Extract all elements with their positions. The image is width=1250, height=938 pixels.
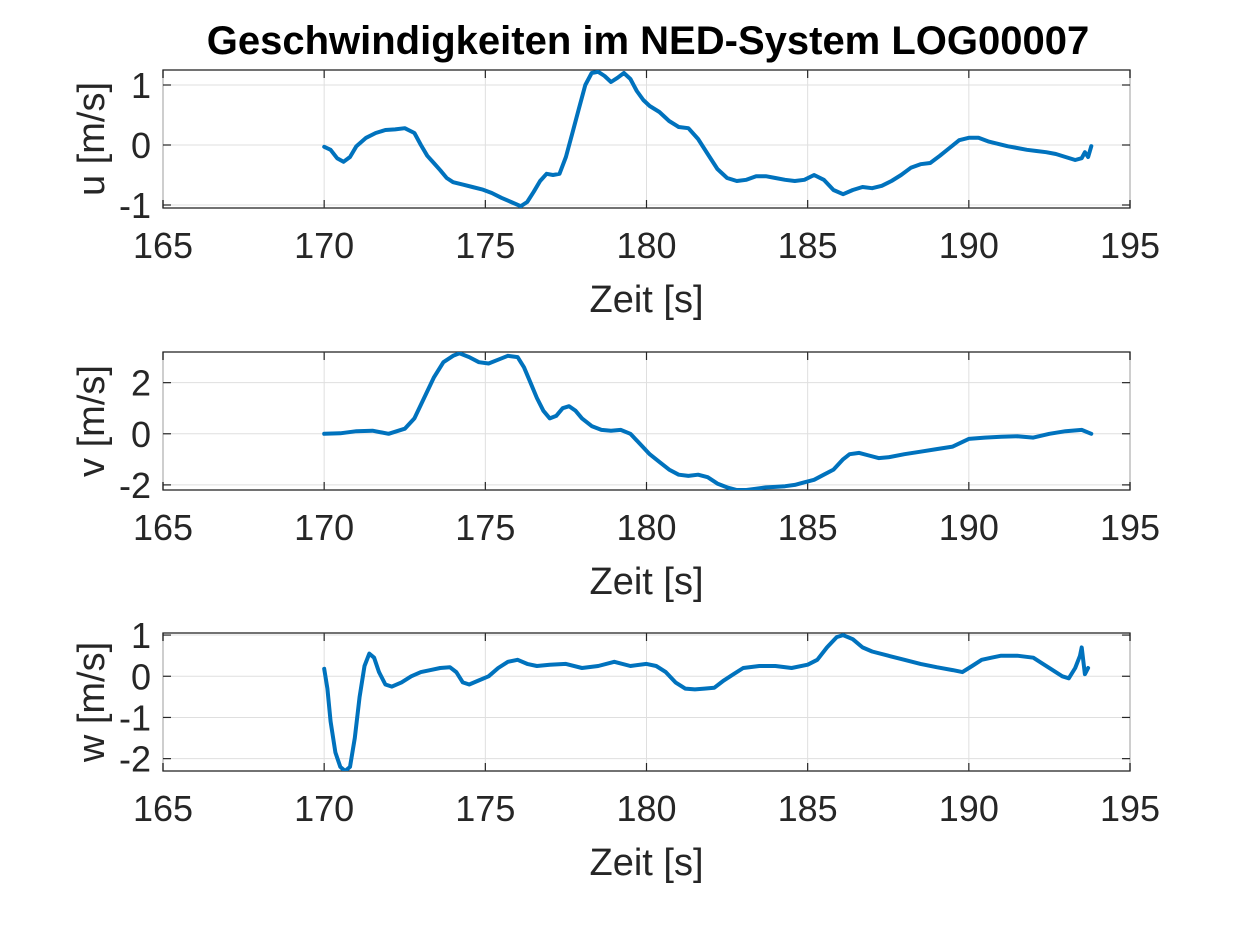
x-tick-label: 165 xyxy=(133,788,193,829)
y-tick-label: 0 xyxy=(131,125,151,166)
x-tick-label: 190 xyxy=(939,225,999,266)
x-tick-label: 165 xyxy=(133,507,193,548)
x-tick-label: 195 xyxy=(1100,507,1160,548)
y-tick-label: -2 xyxy=(119,465,151,506)
x-tick-label: 195 xyxy=(1100,788,1160,829)
series-line xyxy=(322,633,1091,771)
x-tick-label: 165 xyxy=(133,225,193,266)
y-tick-label: 2 xyxy=(131,363,151,404)
y-tick-label: 1 xyxy=(131,615,151,656)
x-axis-label: Zeit [s] xyxy=(589,842,703,884)
x-tick-label: 175 xyxy=(455,788,515,829)
x-tick-label: 185 xyxy=(778,788,838,829)
subplot-1: 165 170 175 180 185 190 195 -1 0 1 Zeit [s] u [m/s] xyxy=(71,65,1160,321)
series-line xyxy=(322,352,1094,490)
y-tick-label: 1 xyxy=(131,65,151,106)
x-tick-label: 185 xyxy=(778,507,838,548)
y-axis-label: u [m/s] xyxy=(71,82,113,196)
x-tick-label: 180 xyxy=(616,788,676,829)
y-axis-label: w [m/s] xyxy=(71,642,113,763)
x-tick-label: 170 xyxy=(294,225,354,266)
subplot-3: 165 170 175 180 185 190 195 -2-101 Zeit [s] w [m/… xyxy=(71,615,1160,884)
figure-title: Geschwindigkeiten im NED-System LOG00007 xyxy=(207,19,1090,63)
x-tick-label: 170 xyxy=(294,788,354,829)
y-tick-label: 0 xyxy=(131,656,151,697)
x-tick-label: 190 xyxy=(939,507,999,548)
x-axis-label: Zeit [s] xyxy=(589,561,703,603)
x-axis-label: Zeit [s] xyxy=(589,279,703,321)
y-tick-label: -1 xyxy=(119,185,151,226)
y-tick-label: -2 xyxy=(119,739,151,780)
x-tick-label: 180 xyxy=(616,225,676,266)
x-tick-label: 175 xyxy=(455,225,515,266)
y-tick-label: 0 xyxy=(131,414,151,455)
y-tick-label: -1 xyxy=(119,697,151,738)
subplot-2: 165 170 175 180 185 190 195 -2 0 2 Zeit [s] v [m/s] xyxy=(71,351,1160,603)
x-tick-label: 175 xyxy=(455,507,515,548)
x-tick-label: 195 xyxy=(1100,225,1160,266)
x-tick-label: 185 xyxy=(778,225,838,266)
y-axis-label: v [m/s] xyxy=(71,365,113,477)
series-line xyxy=(322,70,1094,208)
x-tick-label: 180 xyxy=(616,507,676,548)
x-tick-label: 170 xyxy=(294,507,354,548)
x-tick-label: 190 xyxy=(939,788,999,829)
